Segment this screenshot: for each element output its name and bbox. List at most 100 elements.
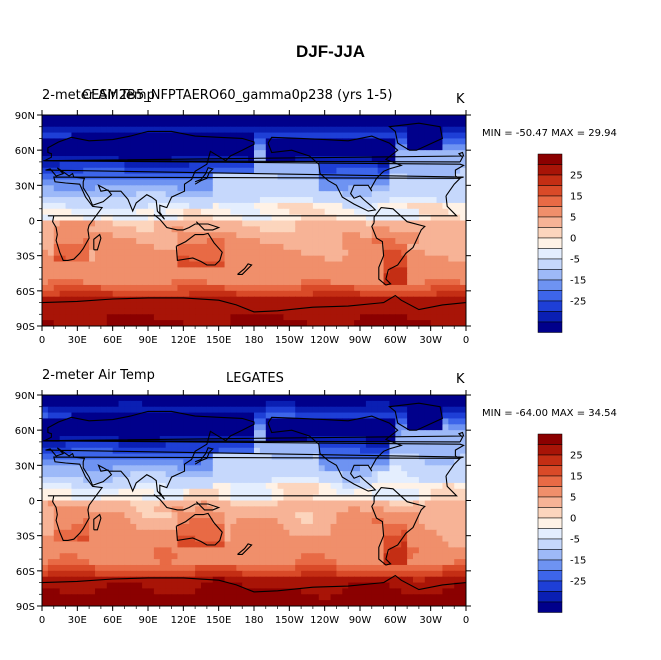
field-cell — [42, 226, 49, 233]
field-cell — [424, 202, 432, 210]
field-cell — [83, 506, 90, 513]
field-cell — [95, 430, 102, 437]
field-cell — [248, 249, 255, 257]
field-cell — [47, 132, 55, 140]
field-cell — [153, 115, 161, 122]
field-cell — [448, 412, 455, 420]
field-cell — [312, 290, 320, 298]
field-cell — [71, 547, 78, 554]
field-cell — [307, 418, 314, 425]
field-cell — [283, 179, 290, 186]
field-cell — [360, 500, 367, 507]
field-cell — [348, 447, 355, 455]
field-cell — [436, 500, 444, 507]
field-cell — [371, 523, 379, 531]
field-cell — [295, 255, 302, 263]
field-cell — [218, 120, 226, 128]
field-cell — [307, 185, 314, 192]
field-cell — [265, 500, 273, 507]
field-cell — [47, 488, 55, 496]
field-cell — [259, 273, 267, 280]
field-cell — [283, 453, 290, 461]
field-cell — [418, 284, 426, 292]
field-cell — [307, 471, 314, 478]
field-cell — [42, 471, 49, 478]
field-cell — [106, 471, 114, 478]
field-cell — [324, 453, 332, 461]
field-cell — [395, 441, 402, 449]
field-cell — [383, 208, 391, 216]
field-cell — [389, 395, 396, 402]
field-cell — [153, 488, 161, 496]
field-cell — [377, 144, 385, 151]
field-cell — [201, 273, 208, 280]
field-cell — [271, 255, 279, 263]
field-cell — [242, 261, 249, 268]
field-cell — [395, 296, 402, 304]
field-cell — [436, 512, 444, 519]
field-cell — [230, 255, 237, 263]
field-cell — [348, 541, 355, 548]
field-cell — [47, 564, 55, 572]
field-cell — [183, 395, 190, 402]
field-cell — [201, 249, 208, 257]
field-cell — [348, 232, 355, 239]
field-cell — [212, 494, 220, 502]
field-cell — [195, 395, 202, 402]
field-cell — [148, 267, 155, 274]
field-cell — [77, 570, 84, 578]
field-cell — [201, 523, 208, 531]
x-tick-label: 120W — [310, 335, 339, 346]
field-cell — [265, 547, 273, 554]
field-cell — [53, 202, 61, 210]
field-cell — [454, 482, 461, 490]
field-cell — [236, 529, 243, 537]
field-cell — [130, 430, 137, 437]
field-cell — [171, 296, 179, 304]
field-cell — [395, 506, 402, 513]
field-cell — [295, 197, 302, 204]
field-cell — [430, 120, 438, 128]
field-cell — [248, 488, 255, 496]
field-cell — [95, 465, 102, 472]
field-cell — [177, 412, 184, 420]
field-cell — [142, 465, 149, 472]
field-cell — [106, 120, 114, 128]
field-cell — [218, 406, 226, 414]
field-cell — [236, 547, 243, 554]
field-cell — [159, 296, 167, 304]
field-cell — [324, 238, 332, 245]
bottom-map-panel: 0 30E 60E 90E 120E 150E 180 150W 120W 90W 60W 30W 09… — [15, 390, 586, 626]
field-cell — [265, 447, 273, 455]
field-cell — [165, 488, 173, 496]
field-cell — [189, 406, 196, 414]
field-cell — [442, 279, 449, 286]
field-cell — [342, 406, 349, 414]
field-cell — [77, 255, 84, 263]
field-cell — [442, 132, 449, 140]
coastline-madagascar — [93, 233, 102, 251]
field-cell — [218, 400, 226, 408]
field-cell — [218, 320, 226, 326]
field-cell — [136, 441, 143, 449]
field-cell — [142, 500, 149, 507]
field-cell — [136, 314, 143, 321]
field-cell — [360, 120, 367, 128]
field-cell — [277, 179, 285, 186]
field-cell — [389, 238, 396, 245]
field-cell — [436, 144, 444, 151]
field-cell — [230, 482, 237, 490]
field-cell — [401, 185, 408, 192]
field-cell — [318, 267, 326, 274]
field-cell — [383, 150, 391, 157]
field-cell — [424, 296, 432, 304]
field-cell — [413, 436, 420, 443]
field-cell — [259, 115, 267, 122]
field-cell — [130, 553, 137, 560]
field-cell — [130, 273, 137, 280]
field-cell — [365, 523, 373, 531]
field-cell — [89, 535, 96, 543]
field-cell — [153, 535, 161, 543]
field-cell — [236, 308, 243, 315]
field-cell — [95, 126, 102, 134]
